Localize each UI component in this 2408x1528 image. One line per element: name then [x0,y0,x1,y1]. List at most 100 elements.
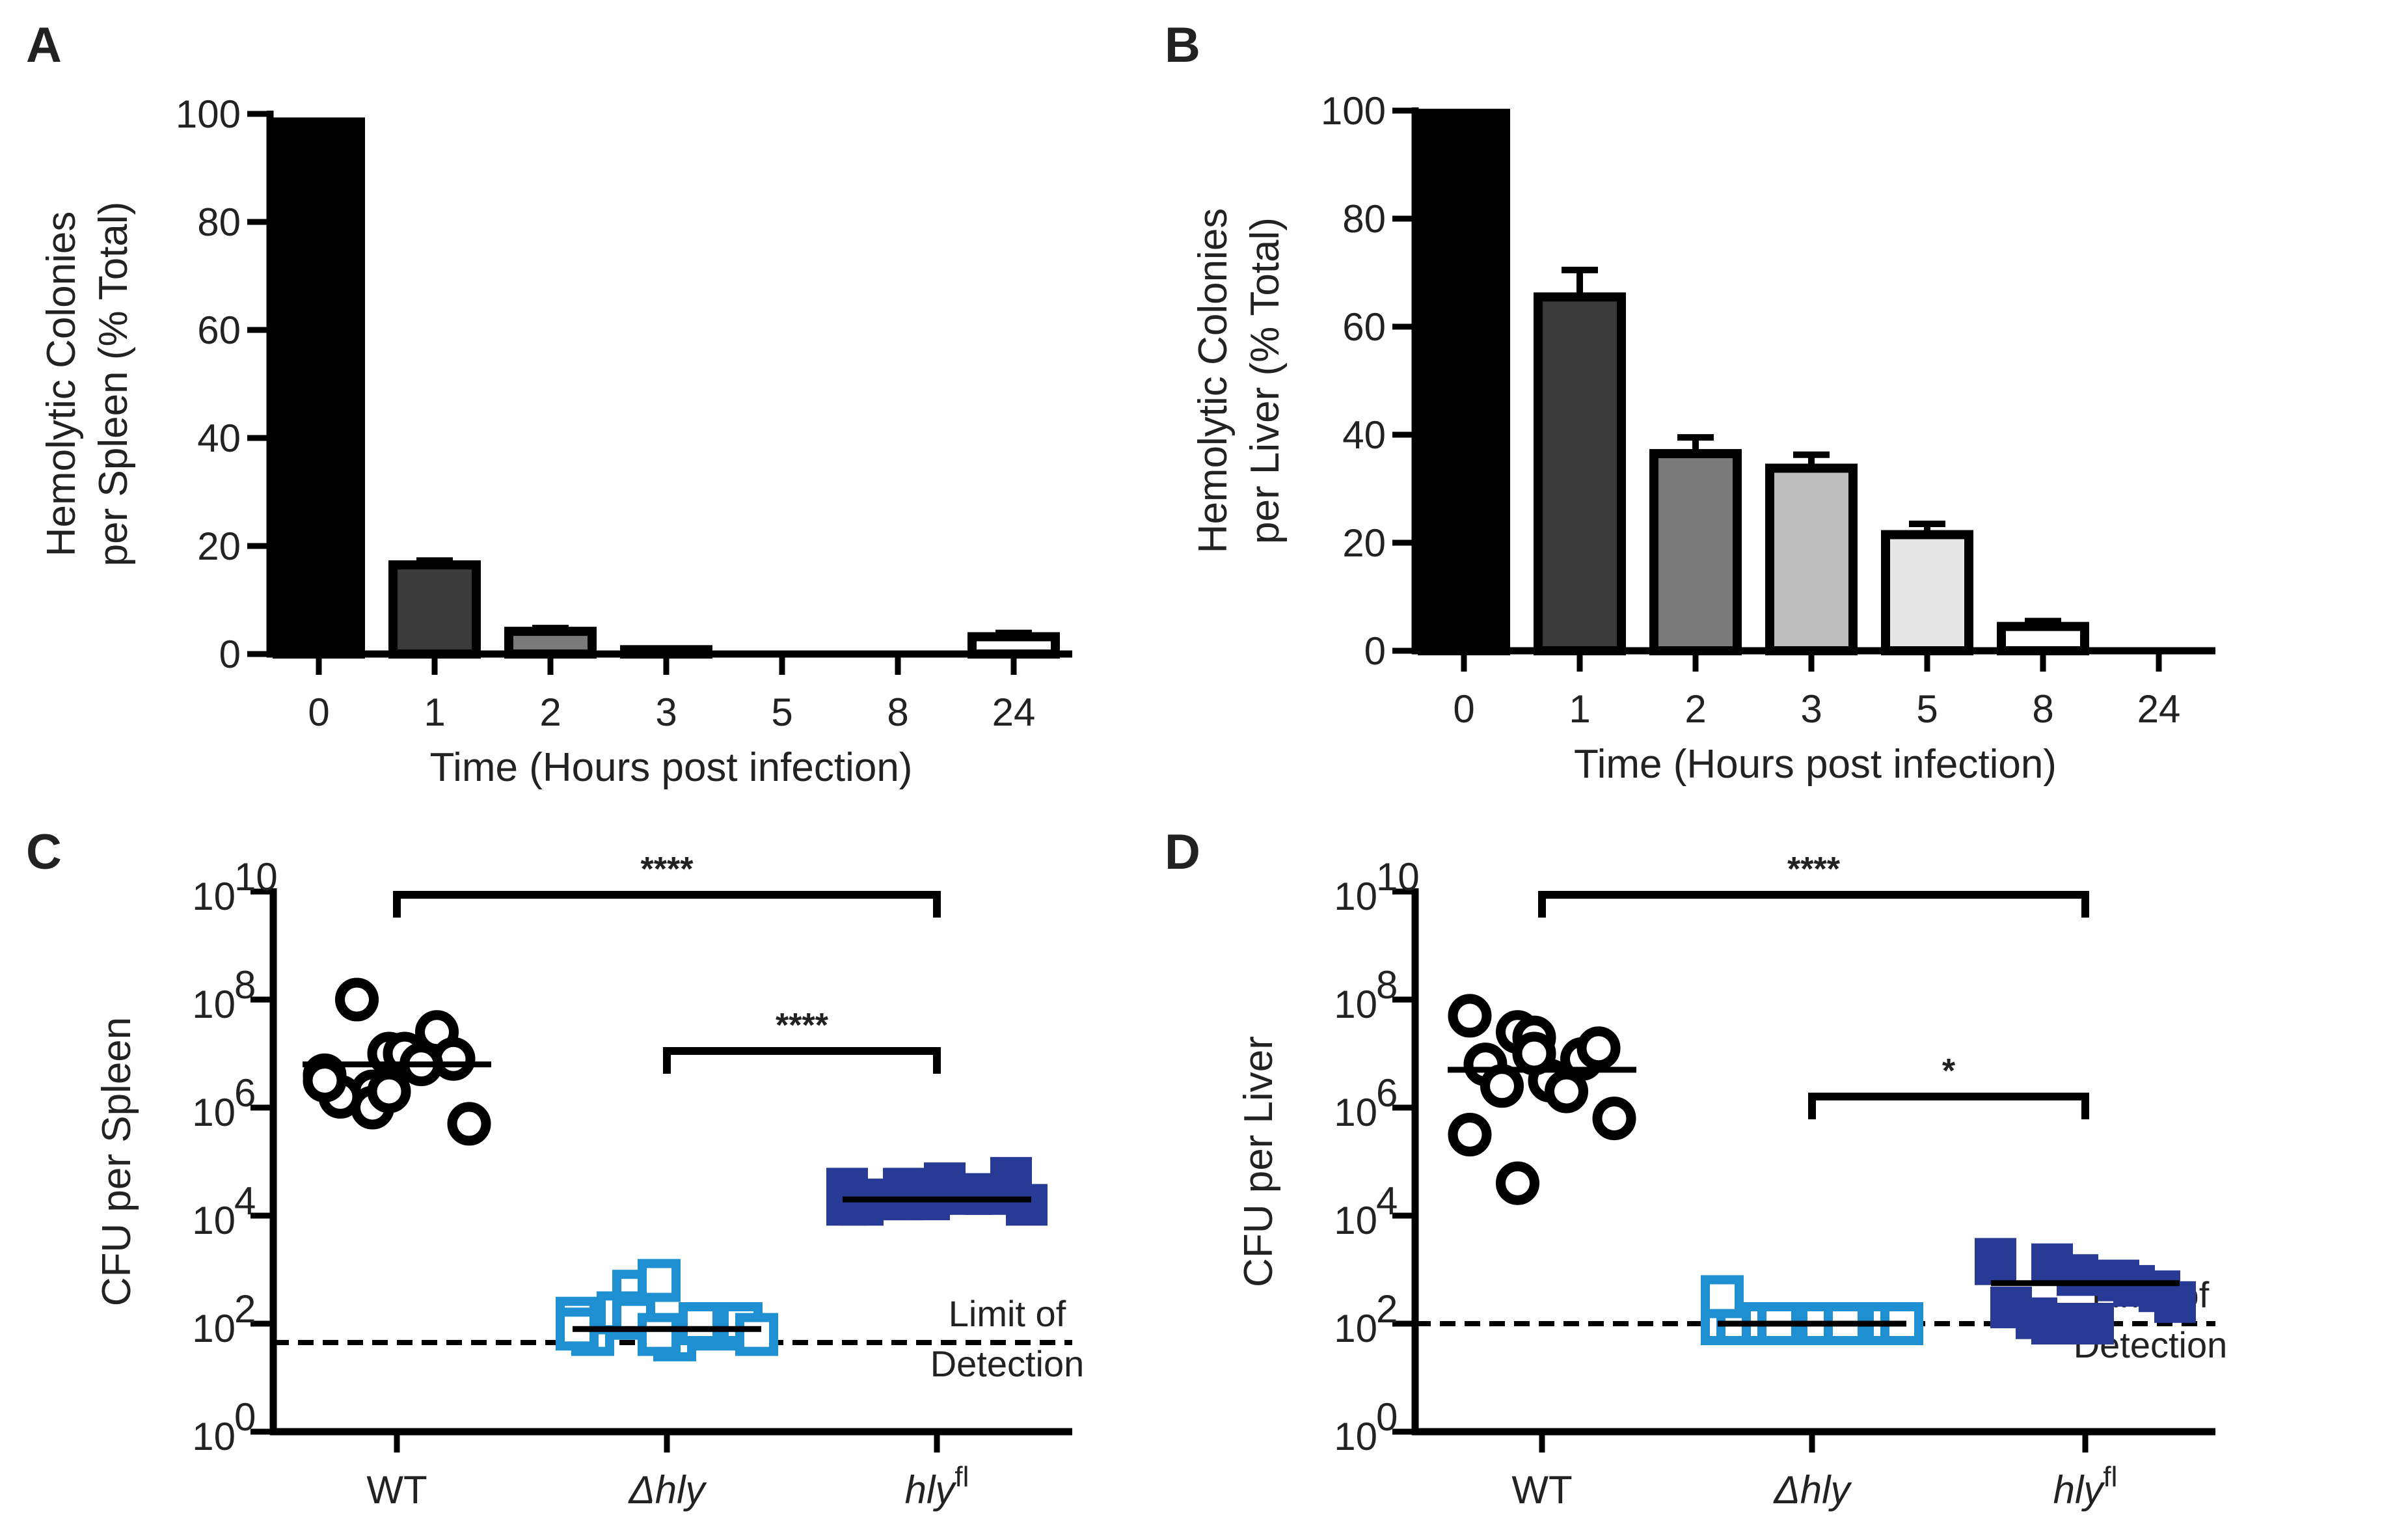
tick-exponent: 2 [1376,1287,1398,1331]
panel-A: A 0 20 40 60 80 100 0 1 2 3 5 8 24 Time (Hours post in… [26,18,1072,790]
x-tick-label: 5 [1916,687,1938,731]
x-tick-label: WT [1511,1468,1572,1512]
tick-base: 10 [192,1091,236,1134]
group-name: WT [1511,1468,1572,1512]
data-point-wt [367,1069,411,1113]
y-axis-label: Hemolytic Colonies [39,211,84,557]
data-point-wt [1576,1026,1621,1071]
x-tick-label: 2 [1684,687,1706,731]
data-point-wt [335,977,379,1022]
significance-bracket [1808,1093,2089,1119]
x-tick-label: Δhly [1773,1468,1853,1512]
data-point-dhly [638,1259,681,1302]
y-tick-label: 10 [1334,875,1377,918]
group-name: Δhly [1773,1468,1853,1512]
data-point-dhly [735,1313,778,1356]
significance-label: **** [641,851,694,888]
data-point-wt [1512,1031,1556,1076]
group-name: hly [905,1468,958,1512]
panel-label: B [1165,18,1200,73]
y-tick-label: 60 [1342,305,1386,349]
data-point-wt [1545,1069,1588,1113]
group-superscript: fl [954,1461,969,1493]
x-tick-label: 24 [2137,687,2181,731]
tick-exponent: 10 [234,855,278,899]
x-tick-label: 0 [308,690,329,734]
bar-0 [1418,109,1510,655]
x-tick-label: 0 [1453,687,1474,731]
y-tick-label: 10 [1334,1307,1377,1350]
significance-bracket [393,891,941,918]
panel-label: A [26,18,62,73]
group-name: hly [2053,1468,2106,1512]
bar-5 [1881,530,1973,655]
y-tick-label: 10 [1334,983,1377,1026]
tick-exponent: 2 [234,1287,256,1331]
y-tick-label: 10 [1334,1415,1377,1458]
bar-2 [504,627,597,659]
y-tick-label: 10 [192,1415,236,1458]
x-tick-label: 5 [771,690,792,734]
tick-exponent: 0 [234,1395,256,1439]
y-tick-label: 0 [219,633,241,676]
tick-exponent: 8 [1376,963,1398,1007]
y-tick-label: 80 [197,200,241,244]
tick-exponent: 4 [234,1179,256,1223]
y-tick-label: 20 [1342,521,1386,565]
y-tick-label: 20 [197,525,241,568]
y-tick-label: 0 [1364,629,1386,673]
data-point-wt [1448,994,1492,1038]
y-tick-label: 100 [176,92,241,136]
x-tick-label: hlyfl [905,1461,969,1512]
tick-base: 10 [1334,1415,1377,1458]
tick-base: 10 [192,1415,236,1458]
lod-label: Limit of [949,1293,1066,1334]
y-tick-label: 10 [192,983,236,1026]
tick-base: 10 [192,1307,236,1350]
data-point-wt [447,1102,491,1146]
panel-D: DLimit ofDetection1001021041061081010WTΔ… [1165,825,2227,1512]
bar-8 [1997,621,2089,656]
x-tick-label: 1 [1569,687,1590,731]
y-tick-label: 80 [1342,197,1386,241]
tick-base: 10 [1334,1199,1377,1242]
y-tick-label: 10 [1334,1091,1377,1134]
data-point-wt [1592,1097,1636,1141]
tick-base: 10 [192,983,236,1026]
panel-B: B 0 20 40 60 80 100 0 1 2 3 5 8 24 Time (Hours post in… [1165,18,2215,787]
data-point-dhly [638,1313,681,1356]
y-axis-label: CFU per Spleen [94,1017,139,1307]
tick-exponent: 4 [1376,1179,1398,1223]
y-tick-label: 60 [197,308,241,352]
data-point-hlyfl [1975,1243,2016,1285]
x-tick-label: 1 [424,690,445,734]
x-tick-label: 3 [1800,687,1822,731]
y-tick-label: 100 [1321,89,1386,133]
x-tick-label: Δhly [628,1468,708,1512]
data-point-hlyfl [2031,1303,2073,1344]
x-tick-label: 24 [992,690,1036,734]
y-axis-label-2: per Liver (% Total) [1243,217,1288,544]
tick-base: 10 [1334,983,1377,1026]
y-tick-label: 10 [192,1199,236,1242]
data-point-hlyfl [1006,1184,1048,1226]
data-point-wt [1448,1113,1492,1156]
tick-exponent: 8 [234,963,256,1007]
y-tick-label: 40 [1342,413,1386,457]
data-point-wt [1496,1161,1539,1205]
bar-2 [1649,449,1742,655]
y-tick-label: 40 [197,416,241,460]
y-axis-label: CFU per Liver [1236,1036,1281,1287]
bar-1 [1534,292,1626,656]
data-point-hlyfl [2072,1303,2114,1344]
data-point-hlyfl [949,1173,991,1215]
y-tick-label: 10 [192,1307,236,1350]
significance-label: **** [1787,851,1841,888]
tick-base: 10 [192,1199,236,1242]
group-name: Δhly [628,1468,708,1512]
data-point-wt [1480,1064,1524,1108]
tick-base: 10 [192,875,236,918]
tick-base: 10 [1334,1307,1377,1350]
tick-exponent: 6 [234,1071,256,1115]
